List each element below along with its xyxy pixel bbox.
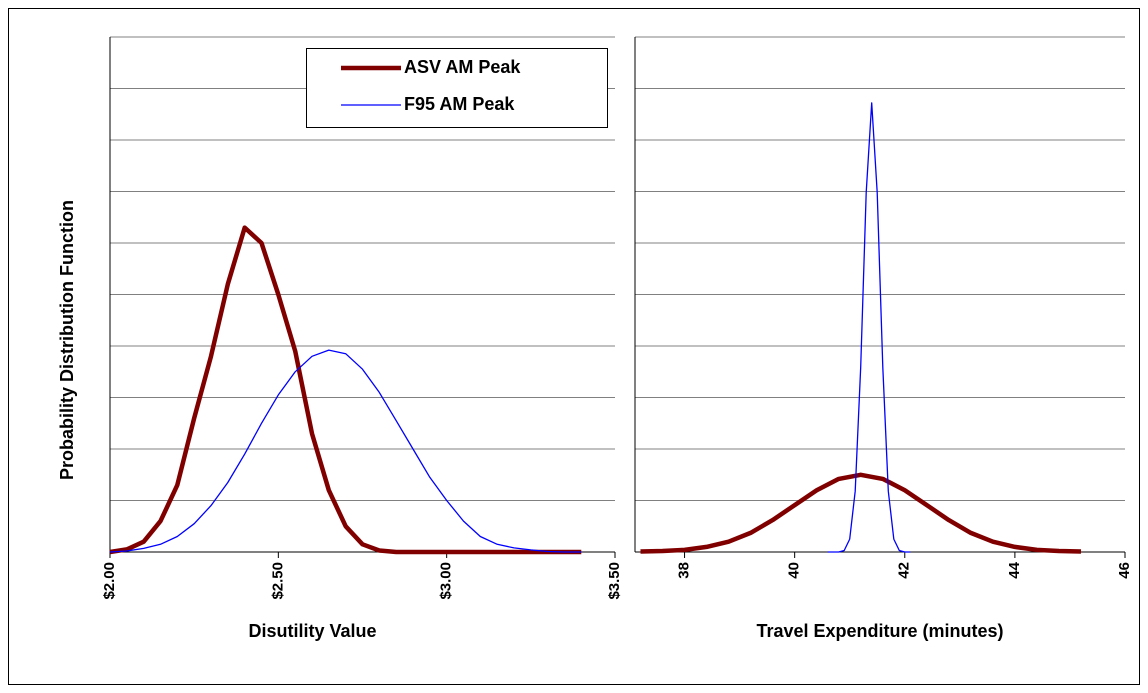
series-line [109, 349, 582, 553]
x-tick-label: $3.50 [606, 562, 623, 600]
x-tick-label: $2.50 [269, 562, 286, 600]
y-axis-label: Probability Distribution Function [57, 200, 77, 480]
series-line [640, 472, 1082, 554]
series-line [827, 102, 911, 553]
x-tick-label: 40 [786, 562, 803, 579]
x-axis-label: Travel Expenditure (minutes) [756, 621, 1003, 641]
series-line [109, 225, 582, 555]
x-tick-label: $3.00 [438, 562, 455, 600]
legend-label: ASV AM Peak [404, 57, 521, 77]
legend-label: F95 AM Peak [404, 94, 515, 114]
x-axis-label: Disutility Value [248, 621, 376, 641]
x-tick-label: 46 [1116, 562, 1133, 579]
x-tick-label: 38 [676, 562, 693, 579]
legend-box [306, 48, 608, 128]
x-tick-label: 42 [896, 562, 913, 579]
x-tick-label: $2.00 [101, 562, 118, 600]
x-tick-label: 44 [1006, 561, 1023, 578]
